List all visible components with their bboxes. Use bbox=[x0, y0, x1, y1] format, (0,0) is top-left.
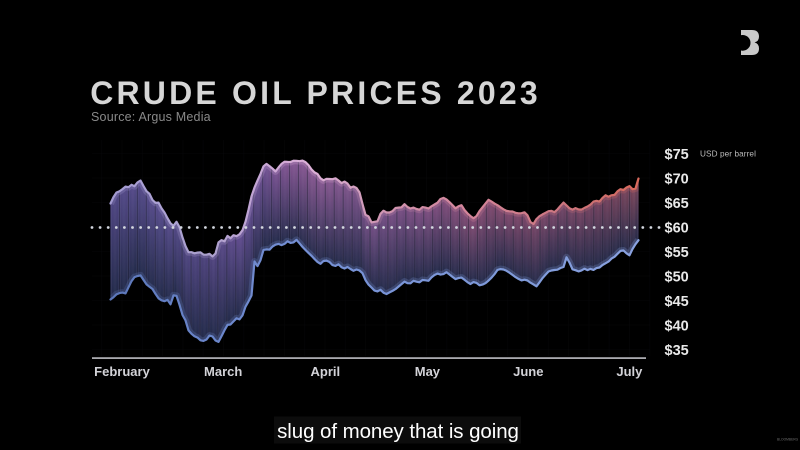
svg-text:May: May bbox=[415, 364, 441, 379]
svg-text:$75: $75 bbox=[665, 147, 689, 163]
svg-text:CRUDE OIL PRICES 2023: CRUDE OIL PRICES 2023 bbox=[90, 75, 541, 111]
svg-text:BLOOMBERG: BLOOMBERG bbox=[777, 437, 799, 441]
svg-text:$45: $45 bbox=[665, 294, 689, 310]
svg-text:$40: $40 bbox=[665, 318, 689, 334]
svg-text:$65: $65 bbox=[665, 196, 689, 212]
svg-text:$50: $50 bbox=[665, 269, 689, 285]
svg-text:April: April bbox=[310, 364, 340, 379]
svg-text:$70: $70 bbox=[665, 171, 689, 187]
svg-text:slug of money that is going: slug of money that is going bbox=[277, 420, 519, 443]
svg-text:June: June bbox=[513, 364, 543, 379]
svg-text:February: February bbox=[94, 364, 150, 379]
svg-text:Source: Argus Media: Source: Argus Media bbox=[91, 110, 211, 124]
svg-text:$60: $60 bbox=[665, 220, 689, 236]
svg-text:USD per barrel: USD per barrel bbox=[700, 150, 756, 159]
svg-text:March: March bbox=[204, 364, 242, 379]
svg-text:$55: $55 bbox=[665, 245, 689, 261]
svg-text:$35: $35 bbox=[665, 343, 689, 359]
svg-text:July: July bbox=[616, 364, 643, 379]
